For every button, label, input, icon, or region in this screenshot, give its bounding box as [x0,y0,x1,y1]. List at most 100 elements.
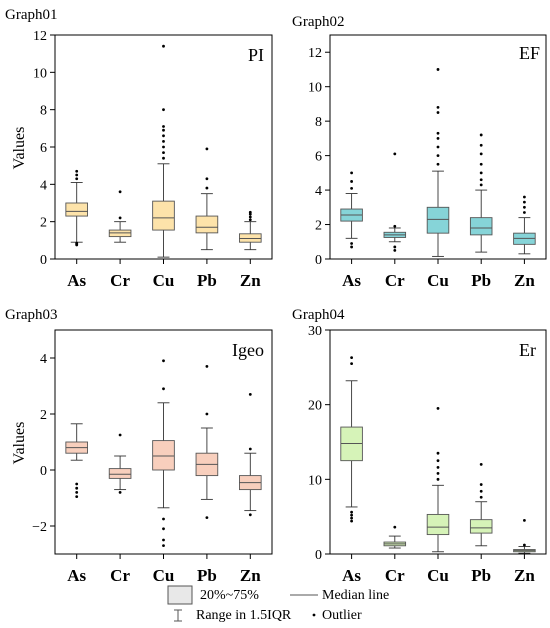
graph03-ylabel: Values [11,422,28,465]
y-tick-label: 0 [40,464,47,479]
outlier-point [350,186,353,190]
outlier-point [436,136,440,140]
y-tick-label: 0 [40,253,47,268]
legend-range-label: Range in 1.5IQR [196,608,292,623]
box-cu [152,44,175,258]
outlier-point [75,486,79,490]
graph01-frame [54,34,273,260]
box-cu [152,359,175,547]
graph01-ylabel: Values [11,127,28,170]
outlier-point [393,525,397,529]
outlier-point [118,190,122,194]
outlier-point [350,513,353,517]
outlier-point [248,393,252,396]
outlier-point [248,210,252,214]
outlier-point [75,169,79,173]
y-tick-label: 4 [315,184,322,199]
box-cr [383,525,407,549]
outlier-point [436,131,440,135]
outlier-point [162,156,165,160]
category-label: Zn [240,271,261,290]
category-label: Pb [197,271,217,290]
outlier-point [350,356,353,360]
outlier-point [393,245,397,249]
iqr-box [195,215,219,234]
outlier-point [205,516,209,519]
graph04: Graph04 0 10 20 30 As Cr Cu Pb Zn Er [292,307,547,585]
outlier-point [479,143,483,147]
outlier-point [162,517,165,521]
outlier-point [75,482,79,486]
outlier-point [162,128,165,132]
graph02: Graph02 0 2 4 6 8 10 12 As Cr Cu Pb Zn EF [292,14,547,290]
category-label: Pb [471,271,491,290]
category-label: Cr [385,566,405,585]
graph03: Graph03 Values −2 0 2 4 As Cr Cu Pb Zn Igeo [5,307,273,585]
category-label: Cr [385,271,405,290]
graph03-plot: −2 0 2 4 As Cr Cu Pb Zn [32,352,262,585]
outlier-point [162,538,165,542]
outlier-point [436,105,440,109]
box-cr [383,152,407,252]
box-zn [513,195,536,255]
outlier-point [523,519,526,522]
outlier-point [248,513,252,517]
y-tick-label: 12 [33,29,47,44]
outlier-point [393,152,397,156]
graph01-panel-label: PI [248,45,264,65]
category-label: Cu [153,566,175,585]
outlier-point [479,495,483,499]
outlier-point [523,195,526,199]
outlier-point [162,125,165,128]
graph02-frame [329,34,547,260]
y-tick-label: −2 [32,520,47,535]
outlier-point [436,111,440,114]
graph01-label: Graph01 [5,7,58,23]
box-zn [513,519,536,554]
category-label: Pb [197,566,217,585]
box-zn [238,210,262,251]
outlier-point [248,447,252,451]
y-tick-label: 4 [40,178,47,193]
outlier-point [479,162,483,166]
y-tick-label: 30 [308,324,322,339]
graph01-plot: 0 2 4 6 8 10 12 As Cr Cu Pb Zn [33,29,262,290]
graph04-plot: 0 10 20 30 As Cr Cu Pb Zn [308,324,536,585]
outlier-point [248,215,252,219]
outlier-point [479,463,483,466]
outlier-point [479,133,483,137]
outlier-point [479,178,483,182]
box-zn [238,393,262,517]
outlier-point [523,200,526,204]
box-cr [108,433,132,494]
graph04-label: Graph04 [292,307,345,323]
outlier-point [350,362,353,365]
outlier-point [350,516,353,520]
box-cu [426,68,450,257]
y-tick-label: 4 [40,352,47,367]
y-tick-label: 8 [315,115,322,130]
outlier-point [205,177,209,181]
outlier-point [393,248,397,252]
outlier-point [479,183,483,187]
graph03-label: Graph03 [5,307,58,323]
box-pb [469,463,493,547]
outlier-point [436,459,440,463]
category-label: As [67,271,86,290]
iqr-box [152,440,175,471]
y-tick-label: 12 [308,46,322,61]
box-pb [195,365,219,519]
outlier-point [162,108,165,112]
outlier-point [118,216,122,220]
outlier-point [436,407,440,410]
outlier-point [436,471,440,475]
outlier-point [118,433,122,437]
legend-box-swatch [167,585,193,605]
outlier-point [350,245,353,249]
iqr-box [469,519,493,534]
box-pb [195,147,219,251]
outlier-point [75,241,79,245]
box-pb [469,133,493,253]
graph02-plot: 0 2 4 6 8 10 12 As Cr Cu Pb Zn [308,46,536,290]
